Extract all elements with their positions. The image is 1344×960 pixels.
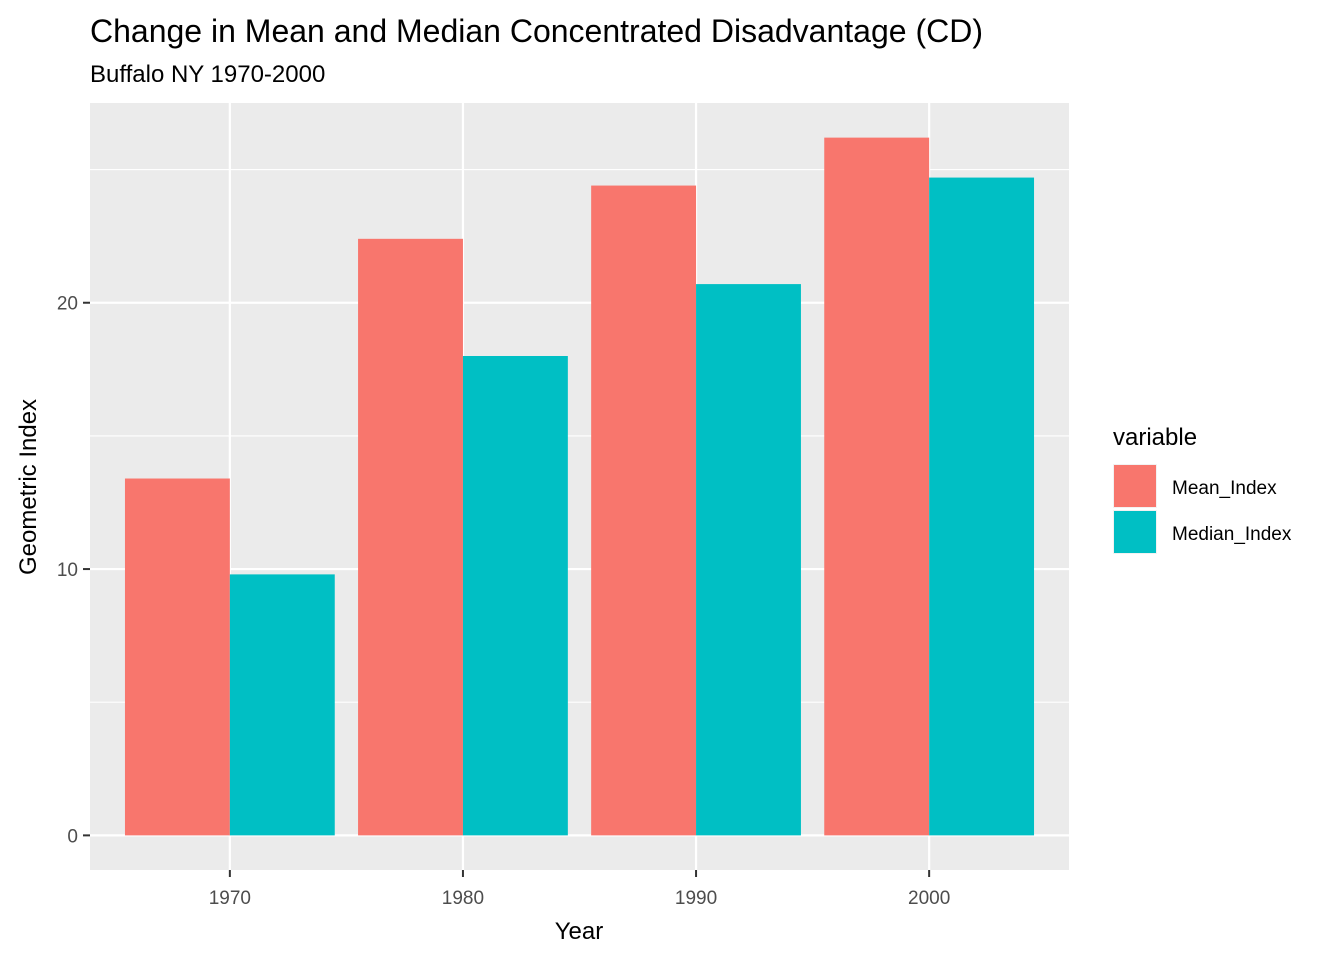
legend-title: variable (1113, 424, 1197, 451)
x-tick-label: 1980 (442, 888, 484, 909)
legend-swatch-mean-index (1114, 465, 1156, 507)
bars (124, 137, 1035, 836)
y-tick-label: 0 (67, 826, 78, 847)
bar-mean-index-2000 (824, 137, 930, 836)
x-tick-label: 2000 (908, 888, 950, 909)
x-tick-label: 1990 (675, 888, 717, 909)
bar-median-index-1990 (696, 284, 801, 836)
bar-median-index-1980 (462, 356, 568, 836)
chart-subtitle: Buffalo NY 1970-2000 (90, 61, 325, 88)
y-axis-title: Geometric Index (15, 399, 42, 575)
y-tick-label: 20 (57, 294, 78, 315)
y-tick-label: 10 (57, 560, 78, 581)
y-axis: 0 10 20 (57, 294, 90, 847)
x-axis: 1970 1980 1990 2000 (209, 870, 950, 909)
legend-label-median-index: Median_Index (1172, 524, 1292, 545)
legend-label-mean-index: Mean_Index (1172, 478, 1277, 499)
bar-median-index-2000 (929, 177, 1035, 836)
bar-mean-index-1970 (124, 478, 230, 836)
x-axis-title: Year (555, 918, 604, 945)
bar-mean-index-1980 (358, 238, 463, 836)
legend-swatch-median-index (1114, 511, 1156, 553)
x-tick-label: 1970 (209, 888, 251, 909)
bar-median-index-1970 (229, 574, 335, 836)
bar-mean-index-1990 (591, 185, 697, 836)
chart-title: Change in Mean and Median Concentrated D… (90, 13, 983, 49)
legend: variable Mean_Index Median_Index (1113, 424, 1292, 554)
